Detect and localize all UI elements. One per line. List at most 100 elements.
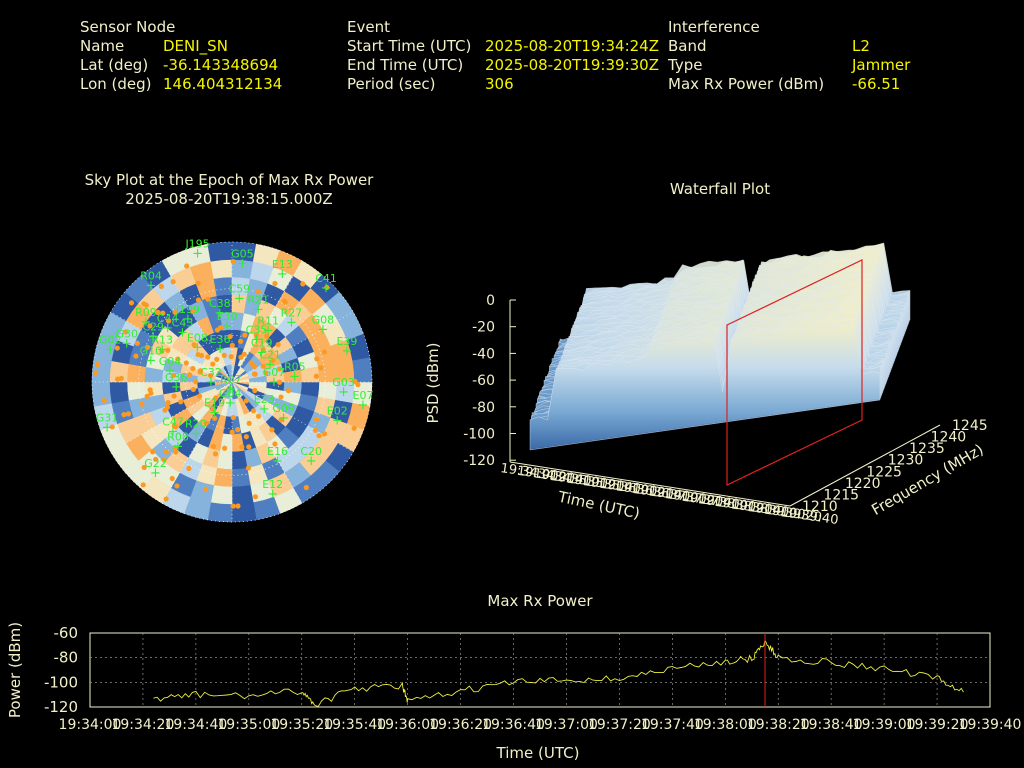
- skyplot-track-point: [170, 372, 177, 378]
- skyplot-track-point: [269, 427, 275, 433]
- skyplot-track-point: [264, 333, 270, 339]
- skyplot-sat-label: C35: [246, 324, 268, 337]
- skyplot-track-point: [163, 496, 169, 502]
- skyplot-sat-marker: +: [277, 267, 288, 282]
- skyplot-sat-label: R05: [284, 361, 306, 374]
- skyplot-sat-label: E23: [254, 393, 275, 406]
- skyplot-sat-marker: +: [190, 427, 201, 442]
- skyplot-track-point: [238, 338, 244, 344]
- waterfall-freq-tick-label: 1220: [845, 476, 881, 492]
- skyplot-track-point: [147, 323, 153, 329]
- skyplot-sat-label: C20: [300, 445, 322, 458]
- skyplot-sat-marker: +: [253, 303, 264, 318]
- skyplot-track-point: [141, 464, 147, 471]
- skyplot-sat-label: G09: [272, 402, 295, 415]
- skyplot-sat-label: G03: [332, 376, 355, 389]
- maxrx-x-axis-label: Time (UTC): [496, 744, 580, 762]
- maxrx-line: [153, 638, 964, 707]
- max-power-label: Max Rx Power (dBm): [668, 75, 825, 93]
- skyplot-sat-marker: +: [237, 256, 248, 271]
- skyplot-sat-marker: +: [225, 382, 236, 397]
- skyplot-sat-label: J199: [175, 303, 200, 316]
- sensor-lat-label: Lat (deg): [80, 56, 149, 74]
- skyplot-track-point: [173, 424, 179, 430]
- maxrx-frame: [89, 632, 991, 708]
- skyplot-track-point: [205, 354, 211, 360]
- skyplot-track-point: [161, 457, 167, 463]
- skyplot-track-point: [147, 387, 153, 393]
- maxrx-y-tick-label: -120: [44, 698, 78, 716]
- maxrx-x-tick-label: 19:35:40: [323, 717, 386, 733]
- skyplot-sat-marker: +: [141, 315, 152, 330]
- waterfall-z-tick-label: -120: [463, 453, 495, 469]
- skyplot-sat-label: G30: [115, 328, 138, 341]
- sensor-name-label: Name: [80, 37, 125, 55]
- skyplot-sat-marker: +: [102, 420, 113, 435]
- maxrx-x-tick-label: 19:37:20: [588, 717, 651, 733]
- skyplot-sat-label: G36: [165, 371, 188, 384]
- skyplot-track-point: [198, 352, 205, 359]
- skyplot-sat-label: E16: [267, 445, 288, 458]
- maxrx-title: Max Rx Power: [487, 592, 593, 610]
- skyplot-track-point: [227, 333, 233, 340]
- maxrx-x-tick-label: 19:39:40: [959, 717, 1022, 733]
- skyplot-track-point: [163, 449, 169, 455]
- skyplot-track-point: [221, 352, 227, 358]
- skyplot-sat-label: J195: [184, 238, 209, 251]
- skyplot-sat-label: G04: [219, 387, 242, 400]
- skyplot-track-point: [197, 368, 204, 374]
- waterfall-z-tick-label: -40: [472, 346, 495, 362]
- skyplot-track-point: [241, 351, 247, 357]
- skyplot-track-point: [95, 361, 101, 368]
- skyplot-sat-marker: +: [215, 342, 226, 357]
- skyplot-track-point: [207, 372, 214, 379]
- skyplot-track-point: [172, 444, 178, 450]
- skyplot-track-point: [229, 342, 235, 348]
- skyplot-sat-label: C29: [142, 321, 164, 334]
- skyplot-track-point: [218, 324, 224, 331]
- waterfall-z-tick-label: 0: [486, 293, 495, 309]
- skyplot-track-point: [260, 363, 266, 369]
- sensor-name-value: DENI_SN: [163, 37, 228, 55]
- skyplot-track-point: [203, 486, 209, 492]
- waterfall-axes: [509, 299, 941, 507]
- skyplot-track-point: [230, 503, 236, 509]
- skyplot-track-point: [239, 444, 245, 450]
- skyplot-grid-spoke: [231, 260, 303, 383]
- skyplot-track-point: [213, 395, 219, 401]
- skyplot-sat-label: R07: [220, 373, 242, 386]
- skyplot-sat-marker: +: [265, 357, 276, 372]
- skyplot-track-point: [186, 372, 193, 378]
- skyplot-sat-marker: +: [306, 454, 317, 469]
- skyplot-sat-marker: +: [105, 342, 116, 357]
- skyplot-track-point: [228, 353, 234, 360]
- skyplot-track-point: [321, 349, 328, 355]
- maxrx-x-tick-label: 19:37:00: [535, 717, 598, 733]
- skyplot-track-point: [121, 412, 127, 418]
- skyplot-track-point: [170, 279, 176, 285]
- skyplot-grid-ring: [138, 288, 326, 476]
- maxrx-x-tick-label: 19:37:40: [641, 717, 704, 733]
- skyplot-track-point: [203, 420, 209, 426]
- waterfall-time-axis: [509, 461, 791, 507]
- skyplot-track-point: [212, 451, 219, 457]
- skyplot-track-point: [155, 309, 161, 315]
- skyplot-track-point: [190, 365, 196, 372]
- skyplot-sat-label: G05: [231, 247, 254, 260]
- skyplot-track-point: [351, 425, 357, 431]
- skyplot-sat-label: R27: [281, 307, 303, 320]
- waterfall-z-axis-label: PSD (dBm): [424, 342, 442, 423]
- skyplot-track-point: [245, 465, 252, 471]
- event-block: Event Start Time (UTC) 2025-08-20T19:34:2…: [347, 18, 659, 94]
- skyplot-track-point: [184, 263, 190, 269]
- skyplot-track-point: [252, 387, 258, 394]
- skyplot-sat-marker: +: [214, 306, 225, 321]
- skyplot-sat-label: G07: [263, 366, 286, 379]
- skyplot-track-point: [253, 333, 259, 339]
- skyplot-track-point: [251, 364, 258, 370]
- skyplot-track-point: [186, 465, 192, 472]
- skyplot-track-point: [276, 379, 283, 385]
- skyplot-sat-label: R20: [185, 418, 207, 431]
- maxrx-x-tick-label: 19:38:20: [747, 717, 810, 733]
